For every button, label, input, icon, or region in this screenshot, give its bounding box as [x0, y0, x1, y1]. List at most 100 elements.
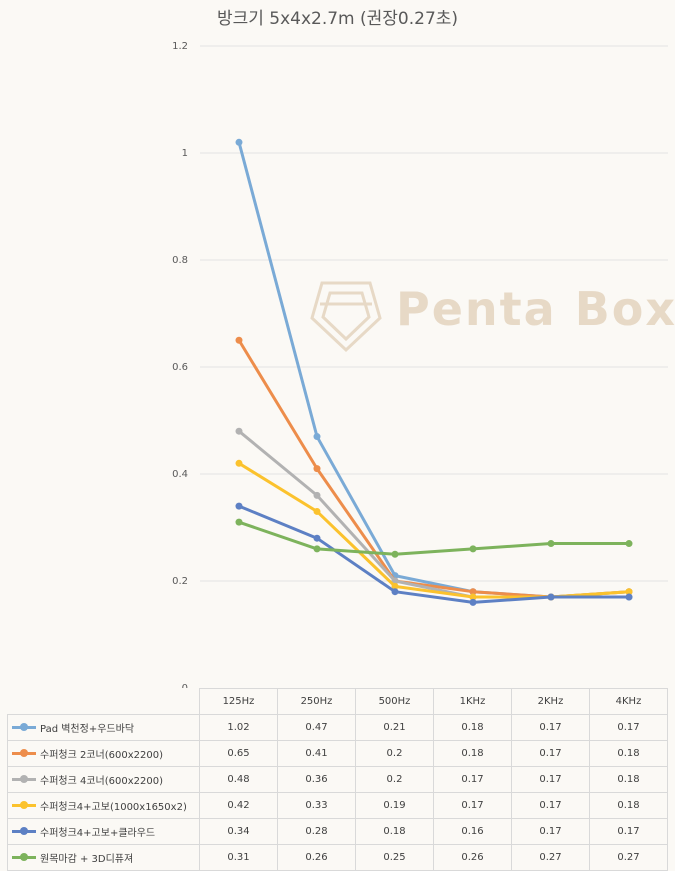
data-label: 0.19 — [355, 792, 434, 819]
data-label: 0.18 — [433, 714, 512, 741]
data-label: 0.34 — [199, 818, 278, 845]
legend-swatch-icon — [12, 723, 36, 732]
data-label: 0.2 — [355, 740, 434, 767]
pentagon-logo-icon — [310, 281, 382, 353]
legend-entry: 수퍼청크4+고보+클라우드 — [7, 818, 200, 845]
legend-entry: Pad 벽천정+우드바닥 — [7, 714, 200, 741]
x-category-label: 4KHz — [589, 688, 668, 715]
data-point — [235, 502, 243, 510]
data-point — [391, 550, 399, 558]
series-2 — [235, 336, 633, 601]
chart-title: 방크기 5x4x2.7m (권장0.27초) — [216, 9, 459, 29]
table-row: Pad 벽천정+우드바닥 1.02 0.47 0.21 0.18 0.17 0.17 — [7, 714, 668, 741]
data-label: 0.26 — [433, 844, 512, 871]
data-point — [235, 138, 243, 146]
data-point — [625, 540, 633, 548]
data-label: 0.18 — [355, 818, 434, 845]
data-point — [469, 593, 477, 601]
data-label: 0.33 — [277, 792, 356, 819]
legend-label: 수퍼청크4+고보+클라우드 — [40, 828, 156, 839]
data-label: 0.36 — [277, 766, 356, 793]
data-label: 1.02 — [199, 714, 278, 741]
series-line — [238, 430, 630, 599]
data-label: 0.18 — [589, 740, 668, 767]
data-label: 0.17 — [511, 792, 590, 819]
data-point — [313, 465, 321, 473]
legend-entry: 수퍼청크 2코너(600x2200) — [7, 740, 200, 767]
data-label: 0.2 — [355, 766, 434, 793]
data-label: 0.31 — [199, 844, 278, 871]
y-tick-labels: 0 0.2 0.4 0.6 0.8 1 1.2 — [172, 41, 188, 688]
series-3 — [235, 427, 633, 601]
data-point — [625, 593, 633, 601]
data-label: 0.17 — [511, 714, 590, 741]
data-point — [313, 534, 321, 542]
y-tick-label: 0 — [182, 683, 188, 688]
data-label: 0.16 — [433, 818, 512, 845]
x-category-label: 125Hz — [199, 688, 278, 715]
table-row: 수퍼청크 4코너(600x2200) 0.48 0.36 0.2 0.17 0.17 0.1… — [7, 766, 668, 793]
data-label: 0.17 — [433, 792, 512, 819]
x-category-label: 2KHz — [511, 688, 590, 715]
data-point — [469, 545, 477, 553]
y-tick-label: 0.4 — [172, 469, 188, 480]
data-point — [469, 598, 477, 606]
data-point — [391, 582, 399, 590]
series-line — [238, 520, 629, 556]
data-point — [313, 545, 321, 553]
series-5 — [235, 502, 633, 606]
data-label: 0.18 — [589, 766, 668, 793]
y-tick-label: 0.2 — [172, 576, 188, 587]
table-row: 수퍼청크4+고보(1000x1650x2) 0.42 0.33 0.19 0.17 0.1… — [7, 792, 668, 819]
data-point — [235, 518, 243, 526]
series-6 — [235, 518, 633, 558]
legend-label: 수퍼청크 4코너(600x2200) — [40, 776, 163, 787]
legend-label: 수퍼청크4+고보(1000x1650x2) — [40, 802, 187, 813]
data-label: 0.48 — [199, 766, 278, 793]
data-point — [547, 540, 555, 548]
y-tick-label: 0.8 — [172, 255, 188, 266]
legend-label: 수퍼청크 2코너(600x2200) — [40, 750, 163, 761]
data-label: 0.18 — [433, 740, 512, 767]
data-label: 0.41 — [277, 740, 356, 767]
legend-swatch-icon — [12, 827, 36, 836]
data-label: 0.28 — [277, 818, 356, 845]
table-row: 원목마감 + 3D디퓨져 0.31 0.26 0.25 0.26 0.27 0.27 — [7, 844, 668, 871]
watermark: Penta Box — [310, 281, 675, 353]
data-label: 0.27 — [589, 844, 668, 871]
data-point — [235, 427, 243, 435]
data-label: 0.47 — [277, 714, 356, 741]
data-point — [313, 491, 321, 499]
legend-swatch-icon — [12, 853, 36, 862]
legend-swatch-icon — [12, 775, 36, 784]
data-label: 0.17 — [589, 714, 668, 741]
series-line — [237, 339, 630, 599]
data-point — [625, 588, 633, 596]
data-point — [235, 336, 243, 344]
legend-entry: 수퍼청크 4코너(600x2200) — [7, 766, 200, 793]
table-header-row: 125Hz 250Hz 500Hz 1KHz 2KHz 4KHz — [7, 688, 668, 715]
data-label: 0.17 — [511, 766, 590, 793]
table-corner-cell — [7, 688, 200, 715]
data-label: 0.27 — [511, 844, 590, 871]
data-point — [313, 507, 321, 515]
data-label: 0.21 — [355, 714, 434, 741]
data-point — [469, 588, 477, 596]
table-row: 수퍼청크4+고보+클라우드 0.34 0.28 0.18 0.16 0.17 0.17 — [7, 818, 668, 845]
legend-entry: 원목마감 + 3D디퓨져 — [7, 844, 200, 871]
x-category-label: 250Hz — [277, 688, 356, 715]
data-point — [391, 588, 399, 596]
x-category-label: 500Hz — [355, 688, 434, 715]
legend-label: Pad 벽천정+우드바닥 — [40, 724, 135, 735]
legend-label: 원목마감 + 3D디퓨져 — [40, 854, 134, 865]
series-lines — [235, 138, 633, 606]
y-tick-label: 0.6 — [172, 362, 188, 373]
legend-entry: 수퍼청크4+고보(1000x1650x2) — [7, 792, 200, 819]
legend-swatch-icon — [12, 749, 36, 758]
data-label: 0.65 — [199, 740, 278, 767]
series-line — [238, 504, 629, 604]
data-point — [235, 459, 243, 467]
data-label: 0.25 — [355, 844, 434, 871]
data-label: 0.17 — [511, 740, 590, 767]
data-point — [313, 433, 321, 441]
